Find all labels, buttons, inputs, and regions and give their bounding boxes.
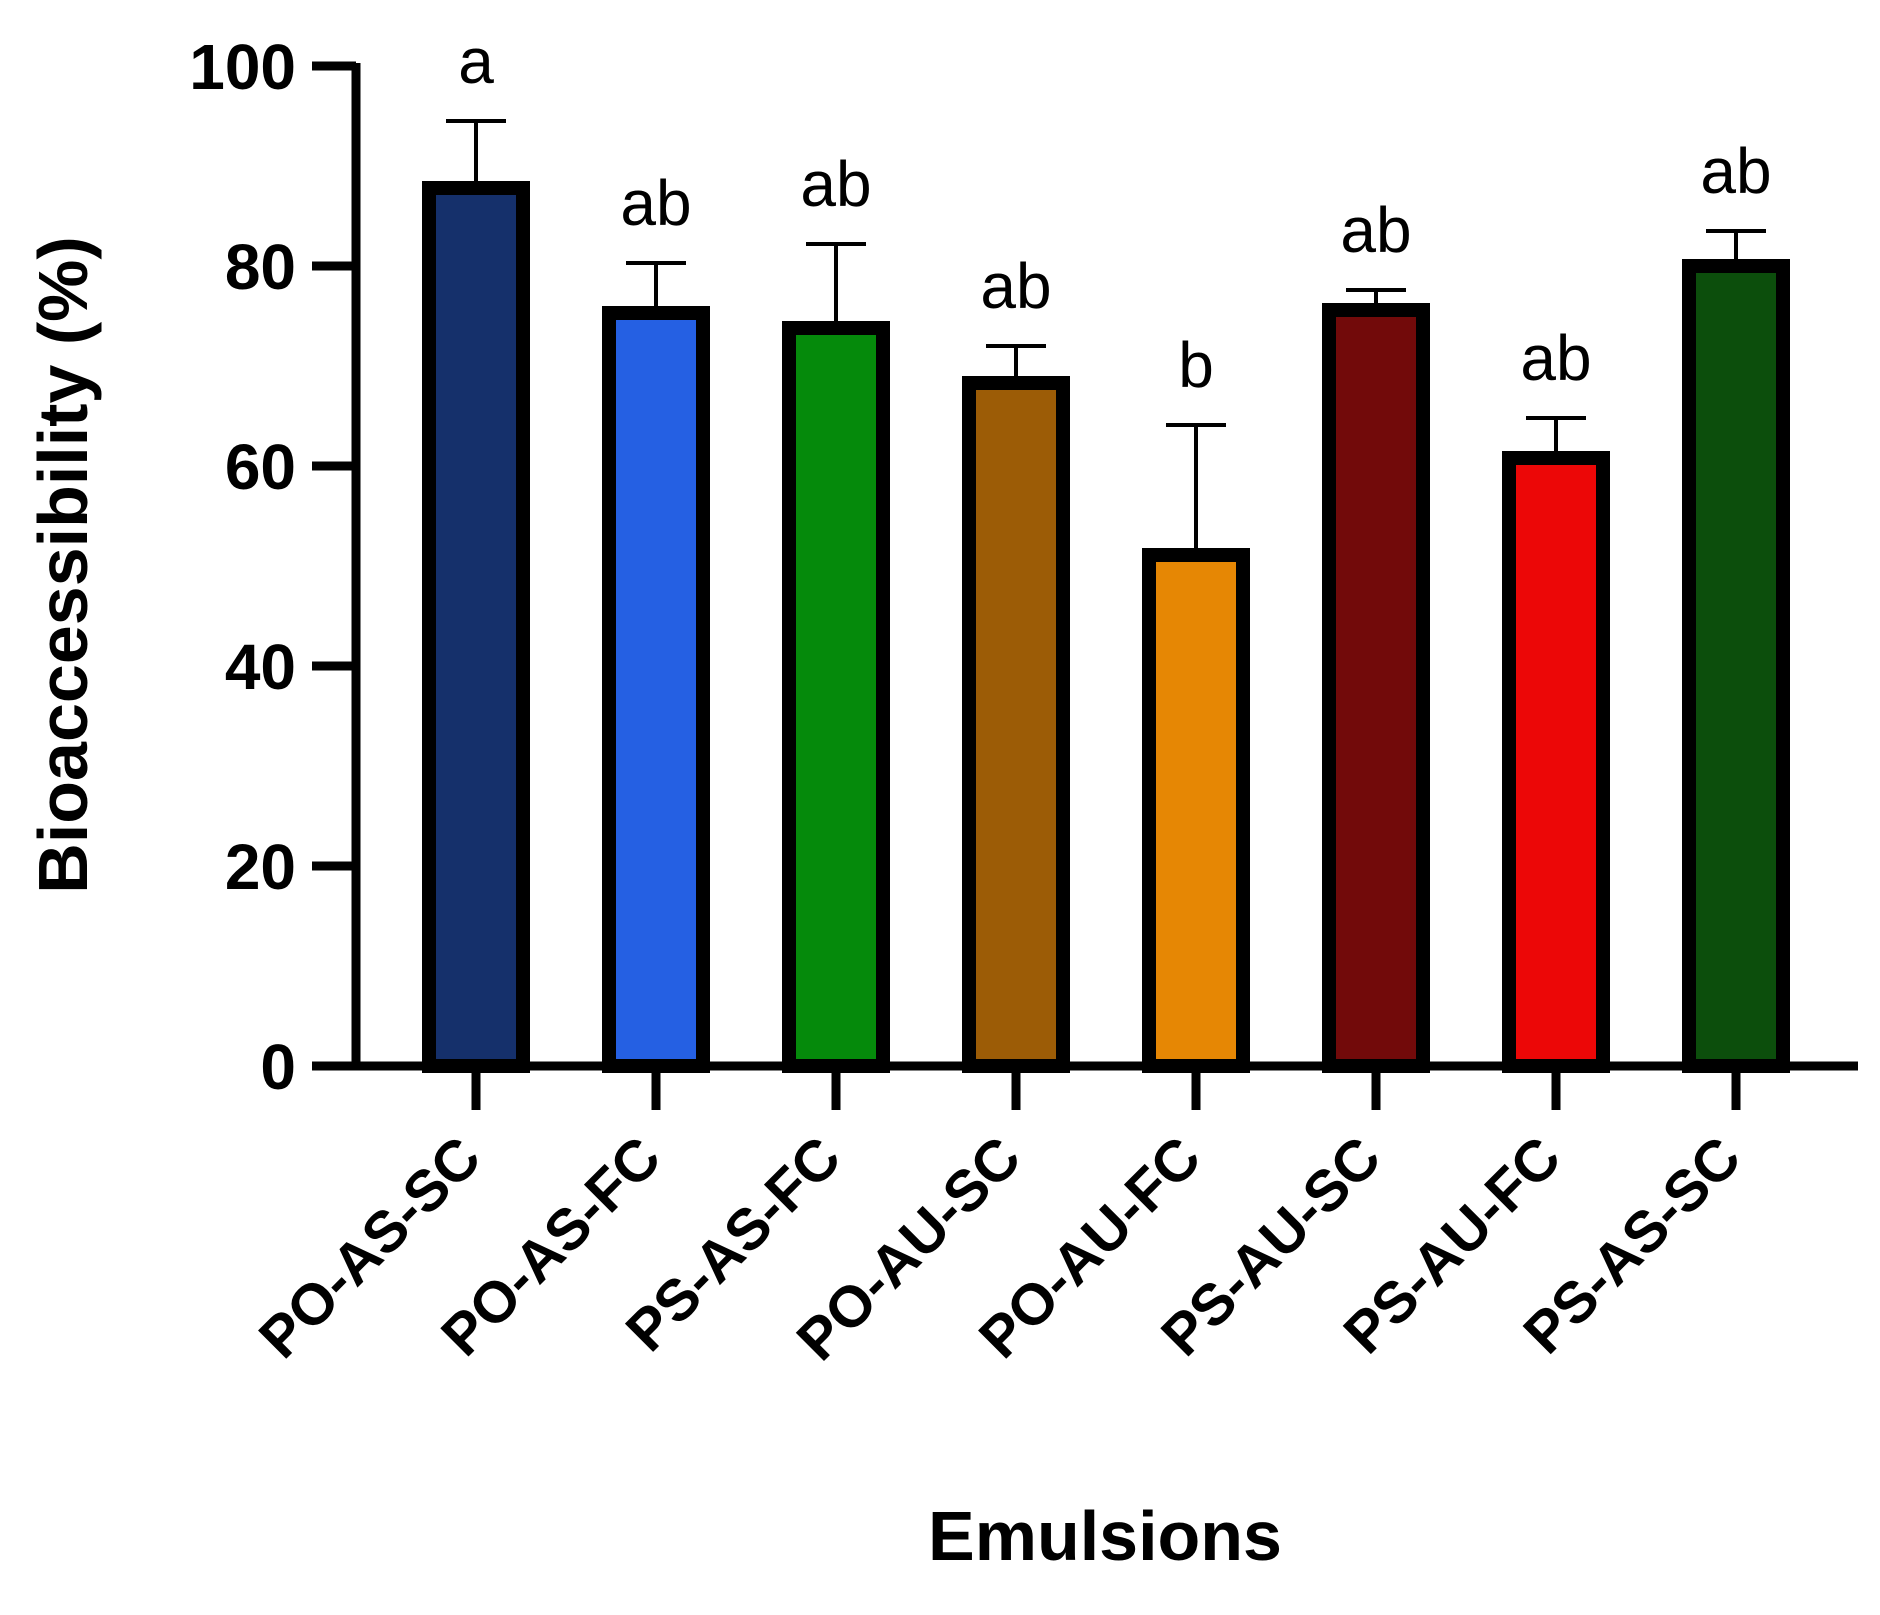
error-bars [446,119,1766,548]
bar [782,321,890,1073]
y-tick-label: 80 [225,231,296,303]
significance-label: b [1178,329,1214,401]
significance-label: ab [800,148,871,220]
x-axis-title: Emulsions [928,1497,1282,1575]
bars [422,181,1790,1073]
y-tick-label: 0 [260,1031,296,1103]
y-tick-label: 60 [225,431,296,503]
y-tick-label: 20 [225,831,296,903]
significance-label: ab [980,250,1051,322]
bar [422,181,530,1073]
significance-label: ab [620,167,691,239]
significance-label: ab [1340,194,1411,266]
y-tick-label: 100 [189,31,296,103]
bar [602,306,710,1073]
y-axis-title: Bioaccessibility (%) [24,236,102,893]
significance-label: ab [1700,135,1771,207]
y-tick-label: 40 [225,631,296,703]
bar [962,376,1070,1073]
bar [1502,451,1610,1073]
bar [1142,548,1250,1073]
bar [1682,259,1790,1073]
significance-label: ab [1520,322,1591,394]
bar [1322,303,1430,1073]
significance-label: a [458,25,494,97]
axes [312,61,1858,1110]
